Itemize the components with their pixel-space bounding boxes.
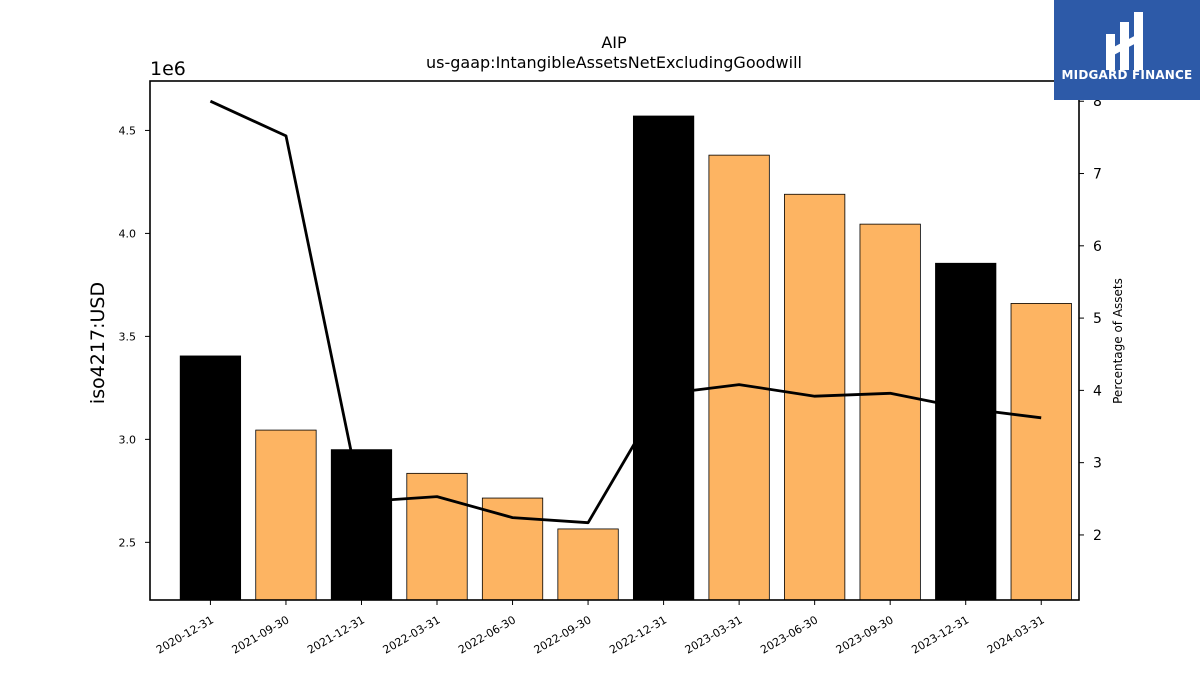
x-tick-label: 2024-03-31 xyxy=(985,613,1047,656)
bar-2022-06-30 xyxy=(481,497,544,601)
y-tick-label: 2.5 xyxy=(119,536,137,549)
bar-2023-12-31 xyxy=(935,262,997,601)
x-tick-label: 2020-12-31 xyxy=(154,613,216,656)
y-axis-right-label: Percentage of Assets xyxy=(1111,278,1125,404)
bar-2023-03-31 xyxy=(708,154,770,601)
bar-2020-12-31 xyxy=(179,355,242,601)
bar-2023-09-30 xyxy=(859,223,921,601)
y-right-tick-label: 5 xyxy=(1093,311,1102,327)
x-tick-label: 2022-06-30 xyxy=(456,613,518,656)
bar-2024-03-31 xyxy=(1010,303,1072,601)
logo-text: MIDGARD FINANCE xyxy=(1061,68,1193,82)
y-tick-label: 4.5 xyxy=(119,124,137,137)
x-tick-label: 2022-12-31 xyxy=(607,613,669,656)
y-right-tick-label: 3 xyxy=(1093,456,1102,472)
y-right-tick-label: 4 xyxy=(1093,383,1102,399)
y-tick-label: 4.0 xyxy=(119,227,137,240)
x-tick-label: 2022-09-30 xyxy=(532,613,594,656)
bar-2022-12-31 xyxy=(632,115,695,601)
chart-title: AIP xyxy=(601,33,627,52)
x-tick-label: 2023-09-30 xyxy=(834,613,896,656)
y-tick-label: 3.0 xyxy=(119,433,137,446)
y-right-tick-label: 6 xyxy=(1093,239,1102,255)
bar-2021-09-30 xyxy=(255,429,317,601)
bars-group xyxy=(179,115,1072,601)
x-tick-label: 2022-03-31 xyxy=(381,613,443,656)
plot-frame xyxy=(149,80,1080,601)
y-right-tick-label: 8 xyxy=(1093,94,1102,110)
y-axis-label: iso4217:USD xyxy=(87,282,109,404)
y-tick-label: 3.5 xyxy=(119,330,137,343)
line-group xyxy=(209,99,1042,525)
y-right-tick-label: 7 xyxy=(1093,167,1102,183)
x-tick-label: 2023-03-31 xyxy=(683,613,745,656)
chart-subtitle: us-gaap:IntangibleAssetsNetExcludingGood… xyxy=(426,53,802,72)
percentage-of-assets-line xyxy=(209,99,1042,525)
bar-2021-12-31 xyxy=(330,449,393,601)
bar-2022-09-30 xyxy=(557,528,619,601)
y-offset-label: 1e6 xyxy=(150,58,186,80)
bar-2022-03-31 xyxy=(406,472,468,601)
logo-mark-icon xyxy=(1106,12,1143,70)
y-right-tick-label: 2 xyxy=(1093,528,1102,544)
midgard-finance-logo: MIDGARD FINANCE xyxy=(1054,0,1200,100)
x-tick-label: 2021-12-31 xyxy=(305,613,367,656)
x-tick-label: 2023-12-31 xyxy=(909,613,971,656)
x-tick-label: 2021-09-30 xyxy=(230,613,292,656)
x-tick-label: 2023-06-30 xyxy=(758,613,820,656)
